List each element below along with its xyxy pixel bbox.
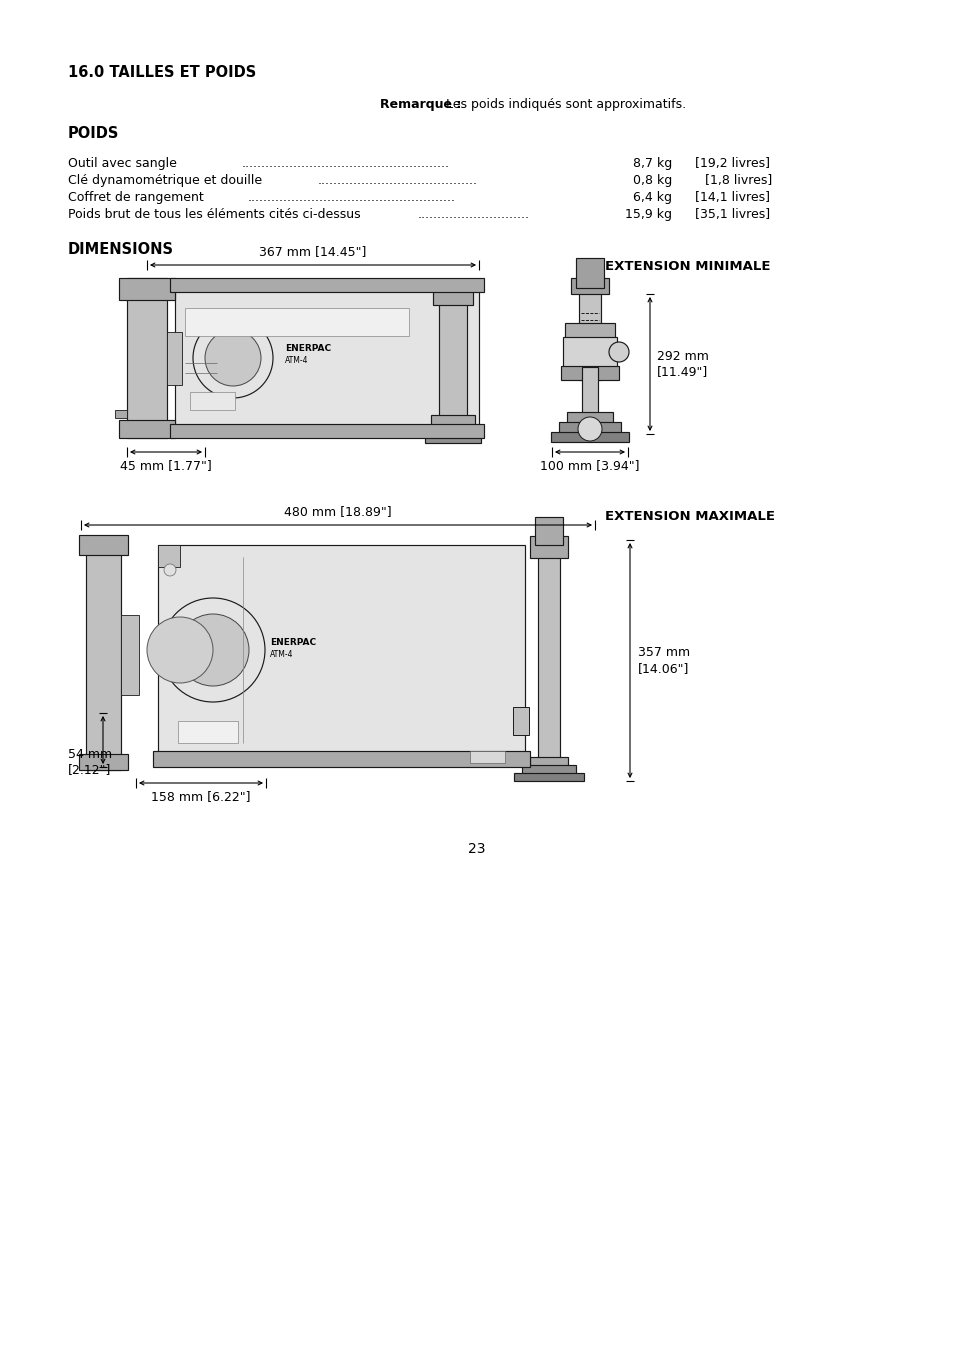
- Text: 15,9 kg: 15,9 kg: [624, 208, 671, 221]
- Bar: [424, 433, 480, 443]
- Text: 158 mm [6.22"]: 158 mm [6.22"]: [152, 790, 251, 803]
- Bar: [178, 721, 237, 743]
- Text: ENERPAC: ENERPAC: [285, 344, 331, 352]
- Bar: [158, 545, 180, 567]
- Bar: [562, 338, 617, 367]
- Circle shape: [177, 614, 249, 686]
- Bar: [119, 420, 174, 437]
- Bar: [170, 278, 483, 292]
- Text: ATM-4: ATM-4: [270, 649, 294, 659]
- Text: 292 mm: 292 mm: [657, 350, 708, 363]
- Text: [11.49"]: [11.49"]: [657, 366, 707, 378]
- Text: EXTENSION MAXIMALE: EXTENSION MAXIMALE: [604, 510, 774, 522]
- Bar: [121, 616, 139, 695]
- Text: 6,4 kg: 6,4 kg: [633, 190, 671, 204]
- Circle shape: [608, 342, 628, 362]
- Bar: [558, 423, 620, 433]
- Bar: [79, 755, 128, 770]
- Text: Outil avec sangle: Outil avec sangle: [68, 157, 176, 170]
- Text: Les poids indiqués sont approximatifs.: Les poids indiqués sont approximatifs.: [441, 99, 685, 111]
- Bar: [86, 540, 121, 769]
- Text: Poids brut de tous les éléments cités ci-dessus: Poids brut de tous les éléments cités ci…: [68, 208, 360, 221]
- Text: 367 mm [14.45"]: 367 mm [14.45"]: [259, 244, 366, 258]
- Circle shape: [193, 319, 273, 398]
- Text: 8,7 kg: 8,7 kg: [632, 157, 671, 170]
- Bar: [578, 288, 600, 379]
- Circle shape: [205, 329, 261, 386]
- Bar: [433, 288, 473, 305]
- Bar: [535, 517, 562, 545]
- Bar: [571, 278, 608, 294]
- Bar: [127, 278, 167, 437]
- Bar: [185, 308, 409, 336]
- Text: 23: 23: [468, 842, 485, 856]
- Bar: [170, 424, 483, 437]
- Circle shape: [147, 617, 213, 683]
- Bar: [576, 258, 603, 288]
- Text: Coffret de rangement: Coffret de rangement: [68, 190, 204, 204]
- Text: [2.12"]: [2.12"]: [68, 764, 112, 776]
- Text: ....................................................: ........................................…: [242, 157, 450, 170]
- Bar: [167, 332, 182, 385]
- Bar: [174, 286, 478, 431]
- Bar: [158, 545, 524, 755]
- Text: [19,2 livres]: [19,2 livres]: [695, 157, 769, 170]
- Text: [14,1 livres]: [14,1 livres]: [695, 190, 769, 204]
- Bar: [566, 412, 613, 424]
- Text: POIDS: POIDS: [68, 126, 119, 140]
- Bar: [431, 414, 475, 435]
- Bar: [537, 540, 559, 760]
- Text: Remarque :: Remarque :: [379, 99, 461, 111]
- Text: 0,8 kg: 0,8 kg: [632, 174, 671, 188]
- Bar: [190, 392, 234, 410]
- Text: [14.06"]: [14.06"]: [638, 663, 689, 675]
- Bar: [513, 707, 529, 734]
- Circle shape: [578, 417, 601, 441]
- Bar: [521, 765, 576, 775]
- Text: ............................: ............................: [417, 208, 530, 221]
- Bar: [115, 410, 127, 418]
- Text: ........................................: ........................................: [317, 174, 477, 188]
- Text: ENERPAC: ENERPAC: [270, 639, 315, 647]
- Text: 357 mm: 357 mm: [638, 647, 689, 660]
- Text: 480 mm [18.89"]: 480 mm [18.89"]: [284, 505, 392, 518]
- Circle shape: [161, 598, 265, 702]
- Text: ATM-4: ATM-4: [285, 356, 308, 365]
- Text: [35,1 livres]: [35,1 livres]: [695, 208, 769, 221]
- Bar: [119, 278, 174, 300]
- Bar: [530, 536, 567, 558]
- Text: 54 mm: 54 mm: [68, 748, 112, 761]
- Text: EXTENSION MINIMALE: EXTENSION MINIMALE: [604, 261, 770, 273]
- Bar: [79, 535, 128, 555]
- Text: [1,8 livres]: [1,8 livres]: [704, 174, 771, 188]
- Bar: [438, 293, 467, 423]
- Text: ....................................................: ........................................…: [248, 190, 456, 204]
- Bar: [152, 751, 530, 767]
- Bar: [470, 751, 504, 763]
- Bar: [530, 757, 567, 767]
- Bar: [560, 366, 618, 379]
- Text: 16.0 TAILLES ET POIDS: 16.0 TAILLES ET POIDS: [68, 65, 256, 80]
- Bar: [514, 774, 583, 782]
- Text: 45 mm [1.77"]: 45 mm [1.77"]: [120, 459, 212, 472]
- Bar: [581, 367, 598, 414]
- Text: DIMENSIONS: DIMENSIONS: [68, 242, 173, 256]
- Bar: [564, 323, 615, 343]
- Circle shape: [164, 564, 175, 576]
- Bar: [551, 432, 628, 441]
- Text: Clé dynamométrique et douille: Clé dynamométrique et douille: [68, 174, 262, 188]
- Text: 100 mm [3.94"]: 100 mm [3.94"]: [539, 459, 639, 472]
